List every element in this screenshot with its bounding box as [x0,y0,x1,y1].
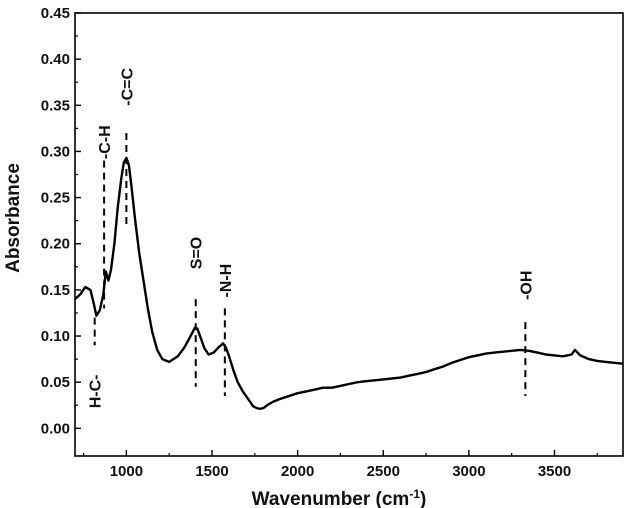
x-tick-label: 1500 [195,463,228,480]
y-tick-label: 0.40 [41,51,70,68]
y-tick-label: 0.45 [41,5,70,22]
y-tick-label: 0.20 [41,236,70,253]
y-tick-label: 0.30 [41,143,70,160]
y-tick-label: 0.25 [41,190,70,207]
x-axis-title: Wavenumber (cm-1) [252,487,427,508]
annotation-label: S=O [189,237,206,269]
x-axis-title-suffix: ) [420,489,426,508]
annotation-label: -N-H [218,264,235,298]
x-tick-label: 3500 [538,463,571,480]
annotation-layer: H-C- -C-H -C=C S=O -N-H -OH [88,67,536,408]
plot-frame [74,12,624,457]
annotation-label: -C-H [97,125,114,159]
x-axis-title-main: Wavenumber (cm [252,489,410,508]
x-tick-label: 2000 [281,463,314,480]
x-tick-label: 2500 [367,463,400,480]
x-tick-label: 1000 [110,463,143,480]
x-axis-title-superscript: -1 [409,487,420,501]
y-tick-label: 0.00 [41,420,70,437]
y-tick-label: 0.35 [41,97,70,114]
y-axis-title: Absorbance [3,163,24,273]
absorbance-line [74,156,624,411]
ticks-layer: 1000 1500 2000 2500 3000 3500 0.00 0.05 0.10 0.15… [41,5,598,480]
annotation-label: -C=C [119,67,136,105]
y-tick-label: 0.10 [41,328,70,345]
annotation-label: H-C- [88,375,105,409]
annotation-label: -OH [518,271,535,300]
y-tick-label: 0.05 [41,374,70,391]
x-tick-label: 3000 [452,463,485,480]
series-layer [74,156,624,411]
plot-area [74,12,624,457]
y-tick-label: 0.15 [41,282,70,299]
